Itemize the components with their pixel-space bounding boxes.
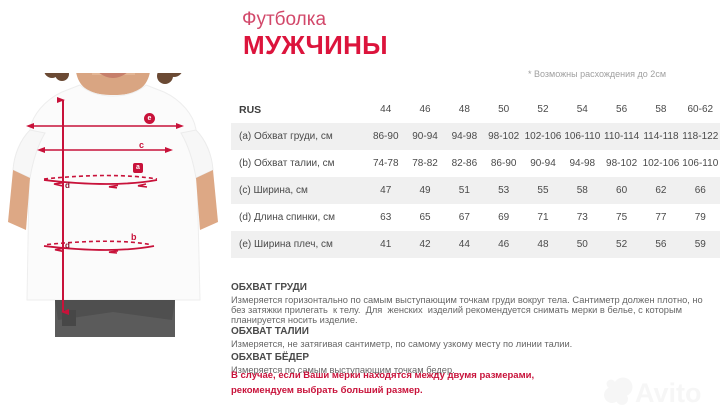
svg-text:Avito: Avito	[635, 378, 702, 408]
